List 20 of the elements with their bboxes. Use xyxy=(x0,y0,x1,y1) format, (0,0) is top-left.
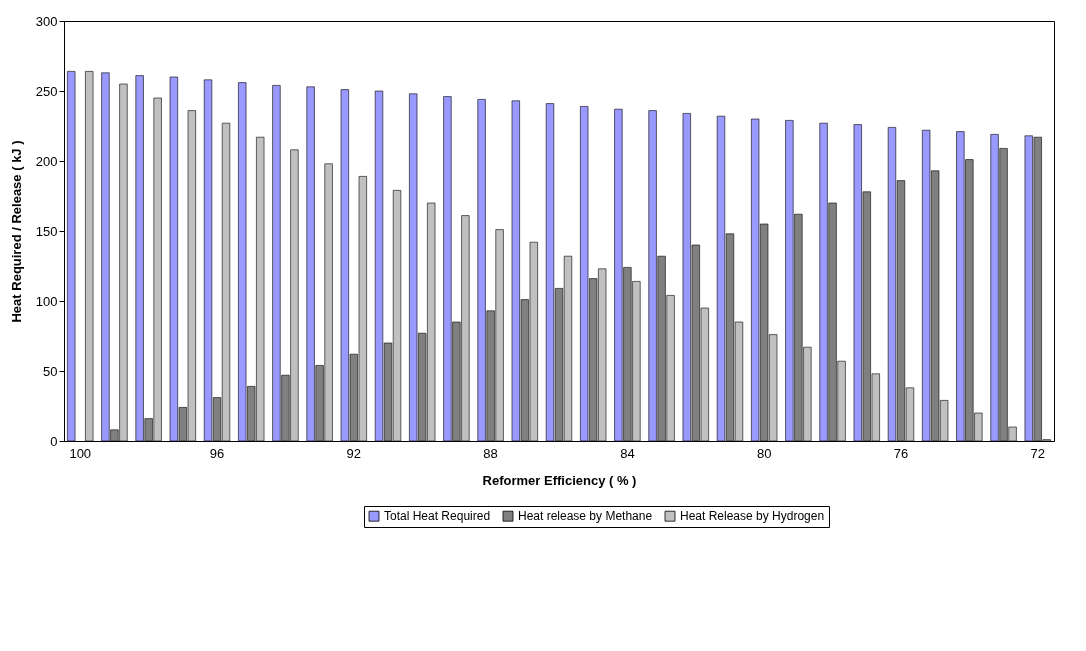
legend-label: Heat Release by Hydrogen xyxy=(680,509,825,524)
x-tick-label: 96 xyxy=(209,445,225,461)
legend-label: Total Heat Required xyxy=(384,509,491,524)
y-tick-label: 0 xyxy=(50,433,58,449)
legend-label: Heat release by Methane xyxy=(518,509,653,524)
x-tick-label: 100 xyxy=(69,445,92,461)
x-axis-title: Reformer Efficiency ( % ) xyxy=(482,472,637,488)
x-tick-label: 92 xyxy=(346,445,362,461)
y-tick-label: 200 xyxy=(35,153,58,169)
y-axis-title: Heat Required / Release ( kJ ) xyxy=(8,140,24,323)
x-tick-label: 84 xyxy=(620,445,635,461)
y-tick-label: 150 xyxy=(35,223,58,239)
y-tick-label: 50 xyxy=(43,363,58,379)
x-tick-label: 80 xyxy=(756,445,772,461)
y-tick-label: 100 xyxy=(35,293,58,309)
y-tick-label: 300 xyxy=(35,13,58,29)
x-tick-label: 72 xyxy=(1030,445,1045,461)
x-tick-label: 76 xyxy=(893,445,909,461)
y-tick-label: 250 xyxy=(35,83,58,99)
x-tick-label: 88 xyxy=(483,445,498,461)
